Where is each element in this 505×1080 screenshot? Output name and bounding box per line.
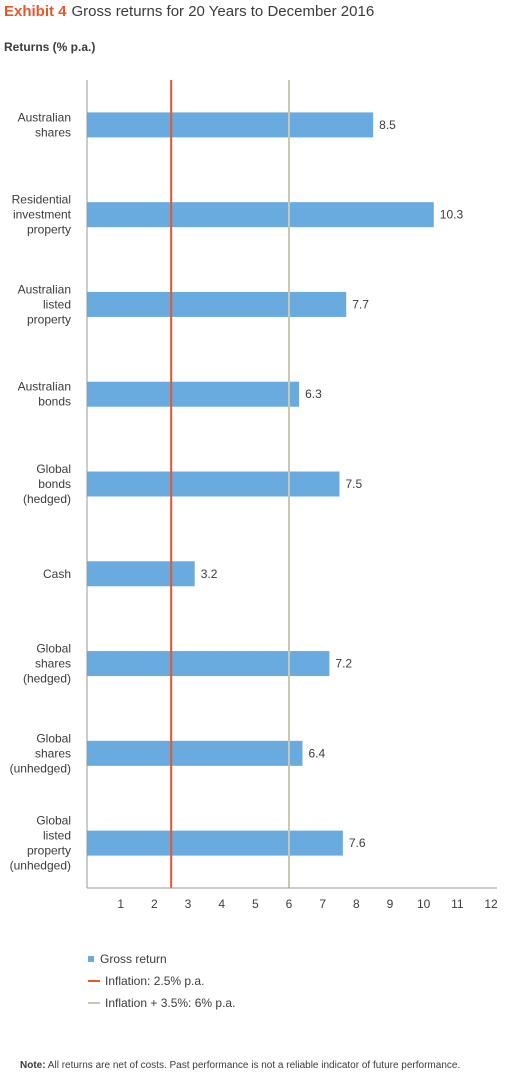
bar-value-label: 7.6 xyxy=(349,836,366,850)
x-tick-label: 5 xyxy=(252,897,259,911)
legend-item-gross-return: Gross return xyxy=(88,948,235,970)
x-tick-label: 4 xyxy=(218,897,225,911)
x-tick-label: 10 xyxy=(417,897,431,911)
bar xyxy=(87,830,343,856)
category-label: Australian xyxy=(18,110,71,124)
category-label: Australian xyxy=(18,282,71,296)
x-tick-label: 7 xyxy=(319,897,326,911)
category-label: Global xyxy=(36,462,71,476)
category-label: (hedged) xyxy=(23,672,71,686)
bar-value-label: 3.2 xyxy=(201,567,218,581)
x-tick-label: 2 xyxy=(151,897,158,911)
category-label: (unhedged) xyxy=(10,859,71,873)
exhibit-label: Exhibit 4 xyxy=(4,3,67,20)
x-tick-label: 11 xyxy=(451,897,464,911)
legend-label: Gross return xyxy=(100,952,167,966)
bar xyxy=(87,561,195,587)
x-tick-label: 1 xyxy=(117,897,124,911)
category-label: Global xyxy=(36,731,71,745)
category-label: Global xyxy=(36,814,71,828)
category-label: listed xyxy=(43,829,71,843)
category-label: property xyxy=(27,312,71,326)
bar xyxy=(87,740,303,766)
category-label: listed xyxy=(43,297,71,311)
note-text: All returns are net of costs. Past perfo… xyxy=(47,1060,461,1071)
category-label: Australian xyxy=(18,380,71,394)
chart-subtitle: Returns (% p.a.) xyxy=(4,40,96,54)
legend-label: Inflation + 3.5%: 6% p.a. xyxy=(105,996,236,1010)
category-label: property xyxy=(27,844,71,858)
legend-bar-swatch xyxy=(88,956,94,962)
category-label: investment xyxy=(13,208,72,222)
bar-value-label: 6.4 xyxy=(308,746,325,760)
x-tick-label: 6 xyxy=(286,897,293,911)
bar-value-label: 7.2 xyxy=(335,657,352,671)
bar xyxy=(87,202,434,228)
category-label: property xyxy=(27,223,71,237)
category-label: shares xyxy=(35,746,71,760)
legend-item-inflation-plus: Inflation + 3.5%: 6% p.a. xyxy=(88,992,235,1014)
bar xyxy=(87,651,330,677)
x-tick-label: 8 xyxy=(353,897,360,911)
x-tick-label: 3 xyxy=(185,897,192,911)
bar xyxy=(87,381,300,407)
x-tick-label: 12 xyxy=(484,897,498,911)
category-label: (hedged) xyxy=(23,492,71,506)
legend-line-swatch xyxy=(88,980,100,982)
category-label: shares xyxy=(35,125,71,139)
bar xyxy=(87,112,374,138)
note-label: Note: xyxy=(20,1060,46,1071)
bar-chart: 8.5Australianshares10.3Residentialinvest… xyxy=(10,80,498,911)
x-tick-label: 9 xyxy=(387,897,394,911)
bar-value-label: 7.7 xyxy=(352,297,369,311)
legend: Gross return Inflation: 2.5% p.a. Inflat… xyxy=(88,948,235,1014)
bar-value-label: 6.3 xyxy=(305,387,322,401)
bar-value-label: 10.3 xyxy=(440,208,464,222)
category-label: shares xyxy=(35,657,71,671)
bar xyxy=(87,291,347,317)
category-label: Residential xyxy=(12,193,71,207)
title-text: Gross returns for 20 Years to December 2… xyxy=(71,3,375,20)
legend-item-inflation: Inflation: 2.5% p.a. xyxy=(88,970,235,992)
legend-label: Inflation: 2.5% p.a. xyxy=(105,974,205,988)
category-label: bonds xyxy=(38,395,71,409)
category-label: (unhedged) xyxy=(10,761,71,775)
chart-title: Exhibit 4 Gross returns for 20 Years to D… xyxy=(4,3,374,20)
footnote: Note: All returns are net of costs. Past… xyxy=(20,1060,460,1071)
category-label: bonds xyxy=(38,477,71,491)
bar xyxy=(87,471,340,497)
legend-line-swatch xyxy=(88,1002,100,1004)
bar-value-label: 7.5 xyxy=(346,477,363,491)
category-label: Cash xyxy=(43,567,71,581)
category-label: Global xyxy=(36,642,71,656)
bar-value-label: 8.5 xyxy=(379,118,396,132)
